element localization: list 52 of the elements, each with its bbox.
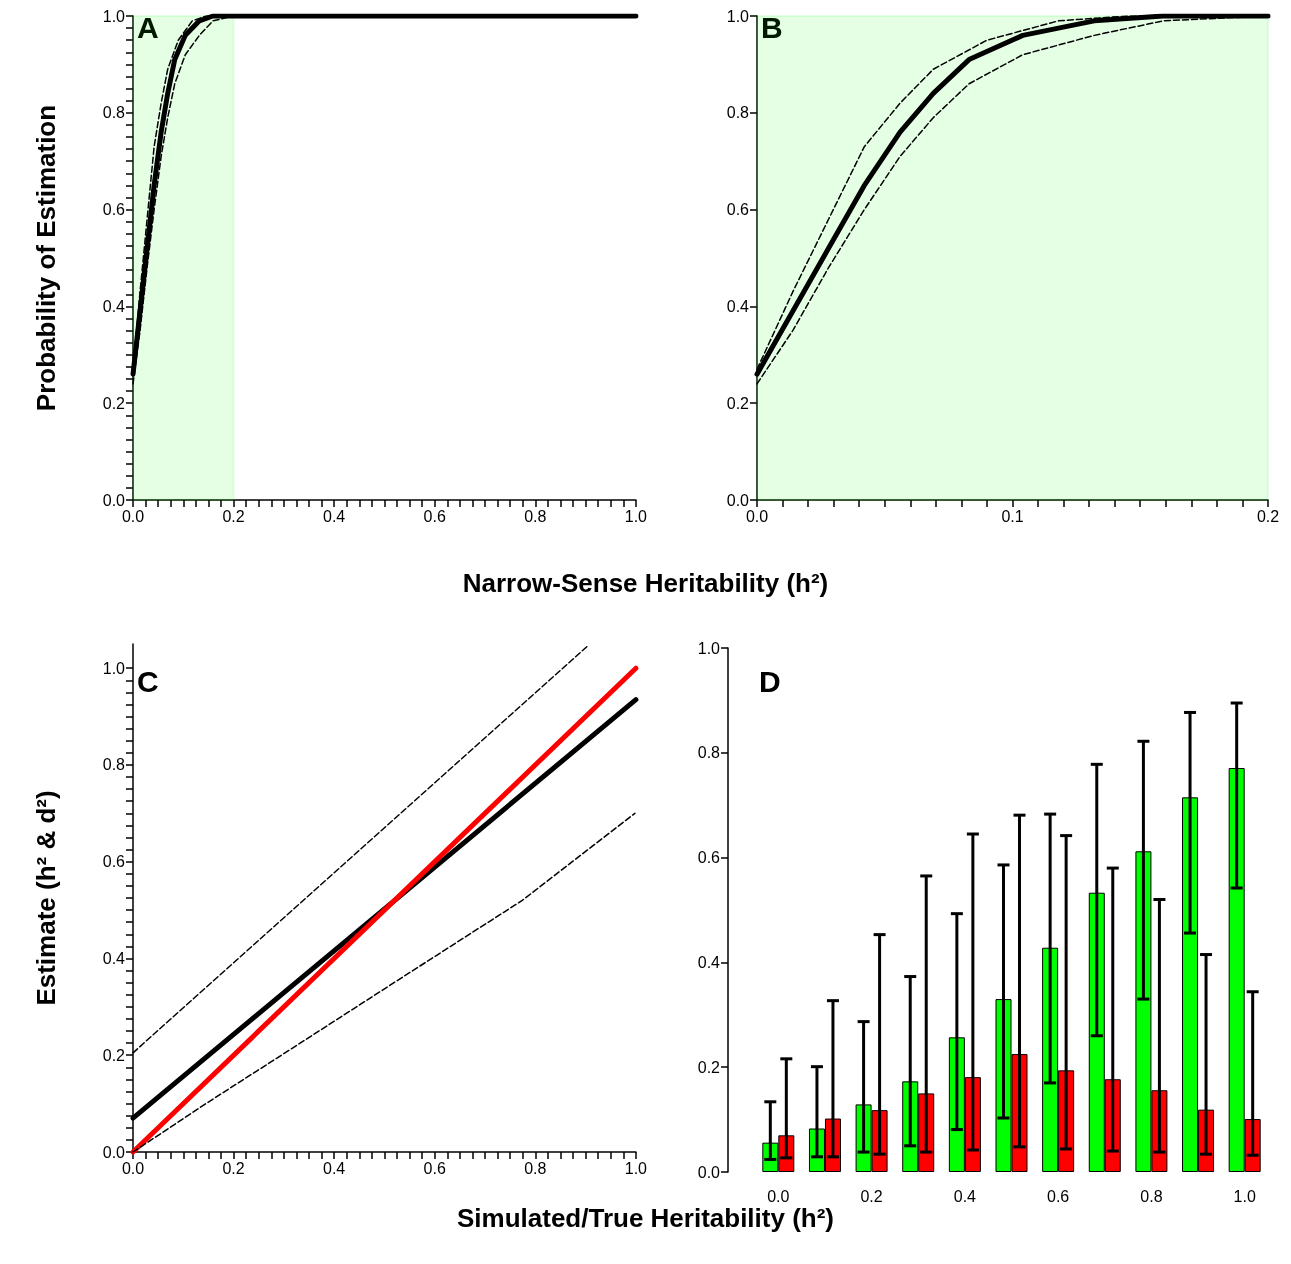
- y-tick-label: 1.0: [102, 7, 126, 25]
- y-tick-label: 0.2: [102, 1046, 126, 1064]
- y-tick-label: 0.6: [726, 201, 750, 219]
- y-axis-title: Probability of Estimation: [31, 104, 61, 412]
- x-tick-label: 0.0: [121, 1159, 145, 1177]
- annotation: B: [761, 10, 783, 44]
- x-tick-label: 0.6: [1047, 1187, 1070, 1205]
- y-tick-label: 0.8: [726, 104, 750, 122]
- x-axis-title: Simulated/True Heritability (h²): [455, 1203, 836, 1234]
- y-tick-label: 0.6: [102, 853, 126, 871]
- x-tick-label: 0.2: [1256, 507, 1280, 525]
- y-tick-label: 0.8: [102, 756, 126, 774]
- x-tick-label: 0.2: [860, 1187, 883, 1205]
- x-tick-label: 0.2: [222, 507, 245, 525]
- x-tick-label: 0.0: [767, 1187, 790, 1205]
- x-tick-label: 0.8: [524, 1159, 547, 1177]
- y-tick-label: 0.4: [102, 297, 126, 315]
- x-tick-label: 0.4: [323, 507, 346, 525]
- y-tick-label: 0.0: [726, 491, 750, 509]
- x-tick-label: 0.6: [423, 1159, 446, 1177]
- y-tick-label: 0.4: [697, 953, 721, 971]
- x-tick-label: 1.0: [1233, 1187, 1256, 1205]
- y-tick-label: 0.6: [102, 201, 126, 219]
- annotation: A: [137, 10, 159, 44]
- x-tick-label: 1.0: [624, 1159, 648, 1177]
- x-tick-label: 0.0: [745, 507, 769, 525]
- x-tick-label: 0.8: [1140, 1187, 1163, 1205]
- x-axis-title: Narrow-Sense Heritability (h²): [461, 568, 830, 599]
- x-tick-label: 0.1: [1001, 507, 1024, 525]
- x-tick-label: 0.0: [121, 507, 145, 525]
- annotation: C: [137, 664, 159, 698]
- y-tick-label: 0.2: [726, 394, 750, 412]
- x-tick-label: 0.2: [222, 1159, 245, 1177]
- y-tick-label: 0.0: [102, 491, 126, 509]
- y-tick-label: 0.6: [697, 849, 721, 867]
- y-tick-label: 0.8: [697, 744, 721, 762]
- y-tick-label: 1.0: [697, 639, 721, 657]
- y-tick-label: 0.2: [697, 1058, 721, 1076]
- x-tick-label: 0.6: [423, 507, 446, 525]
- y-tick-label: 0.0: [102, 1143, 126, 1161]
- x-tick-label: 0.8: [524, 507, 547, 525]
- y-tick-label: 0.2: [102, 394, 126, 412]
- y-tick-label: 0.4: [726, 297, 750, 315]
- x-tick-label: 0.4: [953, 1187, 977, 1205]
- y-tick-label: 0.8: [102, 104, 126, 122]
- x-tick-label: 0.4: [323, 1159, 346, 1177]
- annotation: D: [759, 664, 781, 698]
- y-tick-label: 0.4: [102, 949, 126, 967]
- y-tick-label: 1.0: [102, 659, 126, 677]
- x-tick-label: 1.0: [624, 507, 648, 525]
- y-axis-title: Estimate (h² & d²): [31, 790, 61, 1006]
- y-tick-label: 1.0: [726, 7, 750, 25]
